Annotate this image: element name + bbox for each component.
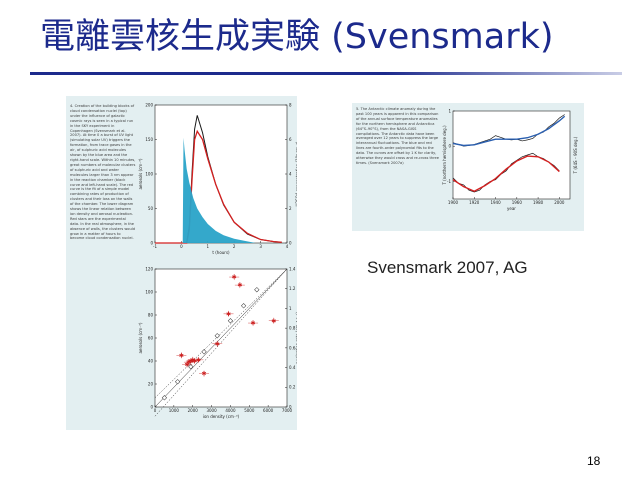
- y-right-axis-label: H2SO4 concentration (10⁸ cm⁻³): [295, 141, 297, 206]
- x-tick-label: 2: [233, 244, 236, 249]
- data-point-diamond: [214, 333, 220, 339]
- y-right-tick-label: 0: [289, 404, 292, 409]
- data-point-star: ✱: [251, 320, 256, 327]
- y-tick-label: 50: [148, 206, 154, 211]
- chart-ion-density-plot: 0 1000 2000 3000 4000 5000 6000 700002040608010…: [138, 266, 297, 419]
- y-right-tick-label: 2: [289, 206, 292, 211]
- y-tick-label: 0: [150, 404, 153, 409]
- x-tick-label: 1000: [169, 408, 180, 413]
- data-point-star: ✱: [186, 359, 191, 366]
- figure-sky-caption: 4. Creation of the building blocks of cl…: [70, 104, 136, 241]
- figure-sky-experiment: 4. Creation of the building blocks of cl…: [66, 96, 297, 430]
- series-h2so4-area: [182, 137, 256, 243]
- data-point-diamond: [241, 303, 247, 309]
- y-tick-label: 120: [145, 266, 153, 271]
- y-tick-label: 60: [148, 335, 154, 340]
- data-point-star: ✱: [237, 282, 242, 289]
- y-tick-label: 0: [150, 240, 153, 245]
- title-divider: [30, 72, 622, 75]
- y-tick-label: 80: [148, 312, 154, 317]
- x-tick-label: 1980: [533, 200, 544, 205]
- data-point-star: ✱: [190, 357, 195, 364]
- chart-temperature-anomaly: 1900 1920 1940 1960 1980 2000 -1 0 1 year T (north…: [442, 108, 578, 211]
- x-tick-label: 4000: [225, 408, 236, 413]
- x-axis-label: year: [507, 206, 516, 211]
- y-tick-label: 40: [148, 358, 154, 363]
- y-tick-label: 1: [448, 108, 451, 113]
- x-tick-label: 0: [154, 408, 157, 413]
- y-right-tick-label: 0.8: [289, 326, 296, 331]
- data-point-diamond: [254, 287, 260, 293]
- data-point-diamond: [227, 318, 234, 324]
- x-tick-label: 1: [207, 244, 210, 249]
- x-tick-label: 1920: [469, 200, 480, 205]
- x-tick-label: 6000: [263, 408, 274, 413]
- y-right-tick-label: 0: [289, 240, 292, 245]
- y-tick-label: 20: [148, 381, 154, 386]
- data-point-star: ✱: [192, 358, 197, 365]
- y-tick-label: 100: [145, 289, 153, 294]
- series-antarctic-fit: [452, 155, 560, 193]
- x-tick-label: 2000: [554, 200, 565, 205]
- y-right-tick-label: 1: [289, 306, 292, 311]
- y-right-tick-label: 0.6: [289, 345, 296, 350]
- data-point-star: ✱: [271, 318, 276, 325]
- y-right-axis-label: T (64S – 90S deg.): [573, 136, 578, 174]
- data-point-star: ✱: [179, 352, 184, 359]
- y-tick-label: 200: [145, 102, 153, 107]
- data-point-star: ✱: [232, 274, 237, 281]
- x-tick-label: 7000: [282, 408, 293, 413]
- slide-title: 電離雲核生成実験 (Svensmark): [40, 17, 554, 57]
- x-tick-label: 1940: [490, 200, 501, 205]
- x-tick-label: 4: [286, 244, 289, 249]
- data-point-star: ✱: [196, 357, 201, 364]
- data-point-diamond: [161, 395, 168, 401]
- data-point-diamond: [175, 379, 181, 385]
- x-tick-label: 3: [259, 244, 262, 249]
- data-point-star: ✱: [185, 361, 190, 368]
- data-point-star: ✱: [226, 311, 231, 318]
- x-axis-label: ion density (cm⁻³): [203, 414, 240, 419]
- fit-line-upper: [154, 268, 288, 398]
- x-axis-label: t (hours): [212, 250, 230, 255]
- fit-line-main: [154, 268, 288, 408]
- y-tick-label: -1: [447, 179, 451, 184]
- chart-temperature-anomaly-plot: 1900 1920 1940 1960 1980 2000 -1 0 1 year T (north…: [442, 108, 578, 211]
- y-right-tick-label: 1.4: [289, 266, 296, 271]
- x-tick-label: 1960: [512, 200, 523, 205]
- source-label: Svensmark 2007, AG: [367, 258, 528, 277]
- y-axis-label: aerosols (cm⁻³): [138, 158, 143, 189]
- page-number: 18: [587, 454, 601, 468]
- y-right-tick-label: 0.4: [289, 365, 296, 370]
- y-right-axis-label: nucleation rate (cm⁻³ s⁻¹): [295, 312, 297, 364]
- y-tick-label: 100: [145, 171, 153, 176]
- y-right-tick-label: 8: [289, 102, 292, 107]
- y-axis-label: aerosols (cm⁻³): [138, 322, 143, 353]
- x-tick-label: 1900: [448, 200, 459, 205]
- y-right-tick-label: 1.2: [289, 286, 296, 291]
- plot-frame: [154, 104, 288, 244]
- y-tick-label: 150: [145, 137, 153, 142]
- y-right-tick-label: 6: [289, 137, 292, 142]
- y-tick-label: 0: [448, 144, 451, 149]
- data-point-diamond: [188, 364, 194, 370]
- y-axis-label: T (northern hemisphere deg.): [442, 125, 447, 186]
- data-point-diamond: [201, 349, 207, 355]
- x-tick-label: 2000: [188, 408, 199, 413]
- figure-antarctic-anomaly: 5. The Antarctic climate anomaly during …: [352, 103, 584, 231]
- x-tick-label: -1: [153, 244, 157, 249]
- x-tick-label: 0: [180, 244, 183, 249]
- y-right-tick-label: 4: [289, 171, 292, 176]
- y-right-tick-label: 0.2: [289, 385, 296, 390]
- data-point-star: ✱: [215, 341, 220, 348]
- series-nh-fit: [452, 115, 566, 147]
- data-point-star: ✱: [188, 358, 193, 365]
- x-tick-label: 3000: [206, 408, 217, 413]
- data-point-star: ✱: [202, 371, 207, 378]
- figure-antarctic-caption: 5. The Antarctic climate anomaly during …: [356, 107, 439, 165]
- x-tick-label: 5000: [244, 408, 255, 413]
